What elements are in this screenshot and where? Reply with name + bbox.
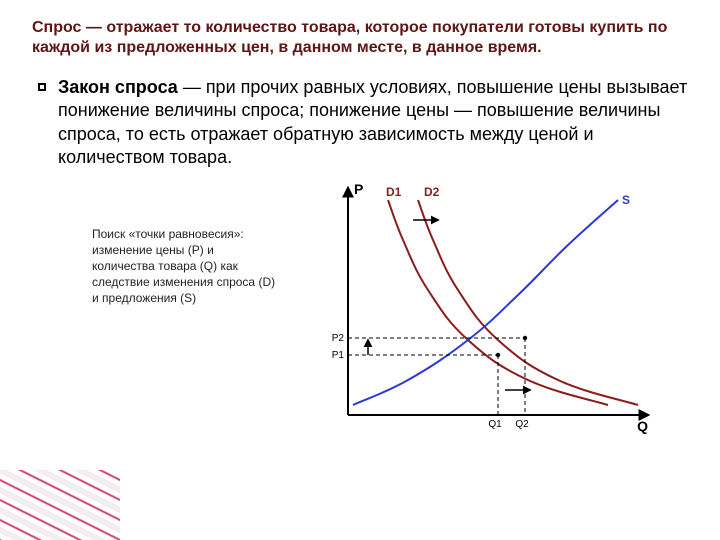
svg-text:P2: P2 (332, 333, 345, 344)
svg-text:P1: P1 (332, 350, 345, 361)
svg-text:P: P (354, 181, 363, 197)
svg-text:Q: Q (637, 418, 648, 434)
body-lead: Закон спроса (58, 77, 178, 97)
svg-text:D2: D2 (424, 185, 440, 199)
svg-text:D1: D1 (386, 185, 402, 199)
lower-region: Поиск «точки равновесия»: изменение цены… (32, 180, 688, 460)
svg-text:Q2: Q2 (515, 419, 529, 430)
demand-supply-chart: P Q D1 D2 S Q1 P1 Q2 P2 (318, 180, 658, 440)
body-paragraph: Закон спроса — при прочих равных условия… (32, 76, 688, 170)
slide: Спрос — отражает то количество товара, к… (0, 0, 720, 540)
svg-text:Q1: Q1 (488, 419, 502, 430)
slide-title: Спрос — отражает то количество товара, к… (32, 18, 688, 58)
corner-decoration (0, 470, 120, 540)
svg-text:S: S (622, 193, 630, 207)
chart-caption: Поиск «точки равновесия»: изменение цены… (92, 226, 277, 307)
